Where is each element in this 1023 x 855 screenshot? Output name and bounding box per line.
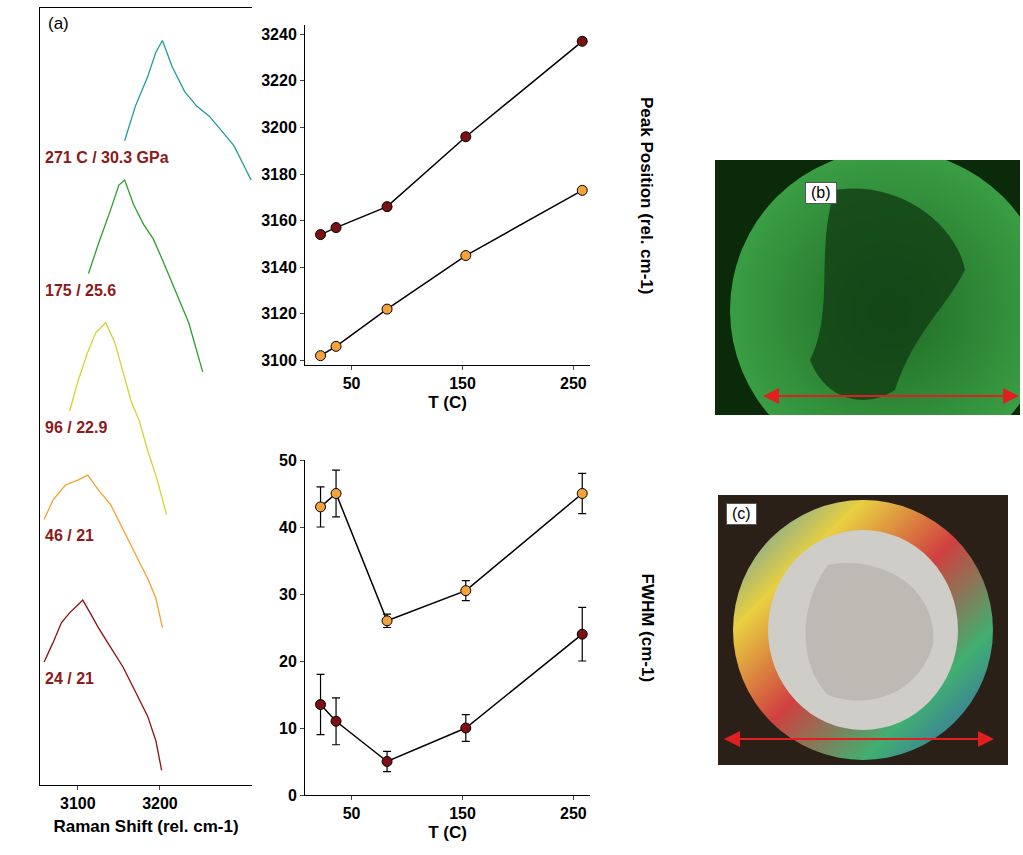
svg-text:T (C): T (C) xyxy=(428,393,467,412)
svg-text:3100: 3100 xyxy=(60,795,96,812)
svg-text:30: 30 xyxy=(279,586,297,603)
svg-text:175 / 25.6: 175 / 25.6 xyxy=(45,282,116,299)
svg-text:50: 50 xyxy=(279,452,297,469)
svg-text:3200: 3200 xyxy=(261,119,297,136)
svg-text:3220: 3220 xyxy=(261,72,297,89)
html-text:(c): (c) xyxy=(732,505,751,522)
svg-text:50: 50 xyxy=(343,805,361,822)
svg-text:24 / 21: 24 / 21 xyxy=(45,670,94,687)
svg-text:96 / 22.9: 96 / 22.9 xyxy=(45,419,107,436)
svg-text:3120: 3120 xyxy=(261,305,297,322)
svg-text:250: 250 xyxy=(560,375,587,392)
svg-text:3200: 3200 xyxy=(142,795,178,812)
html-text:(b): (b) xyxy=(811,184,831,201)
svg-text:10: 10 xyxy=(279,720,297,737)
svg-text:46 / 21: 46 / 21 xyxy=(45,527,94,544)
svg-text:50: 50 xyxy=(343,375,361,392)
svg-text:3100: 3100 xyxy=(261,352,297,369)
svg-text:(a): (a) xyxy=(48,14,69,33)
svg-text:20: 20 xyxy=(279,653,297,670)
svg-text:3160: 3160 xyxy=(261,212,297,229)
svg-text:Peak Position (rel. cm-1): Peak Position (rel. cm-1) xyxy=(637,97,656,294)
svg-text:271 C / 30.3 GPa: 271 C / 30.3 GPa xyxy=(45,149,169,166)
svg-text:0: 0 xyxy=(288,787,297,804)
svg-text:150: 150 xyxy=(449,805,476,822)
svg-text:250: 250 xyxy=(560,805,587,822)
svg-text:40: 40 xyxy=(279,519,297,536)
svg-text:T (C): T (C) xyxy=(428,823,467,842)
svg-text:150: 150 xyxy=(449,375,476,392)
svg-text:3140: 3140 xyxy=(261,259,297,276)
svg-text:3180: 3180 xyxy=(261,166,297,183)
svg-text:FWHM (cm-1): FWHM (cm-1) xyxy=(638,574,657,683)
svg-text:3240: 3240 xyxy=(261,26,297,43)
svg-text:Raman Shift (rel. cm-1): Raman Shift (rel. cm-1) xyxy=(53,817,238,836)
